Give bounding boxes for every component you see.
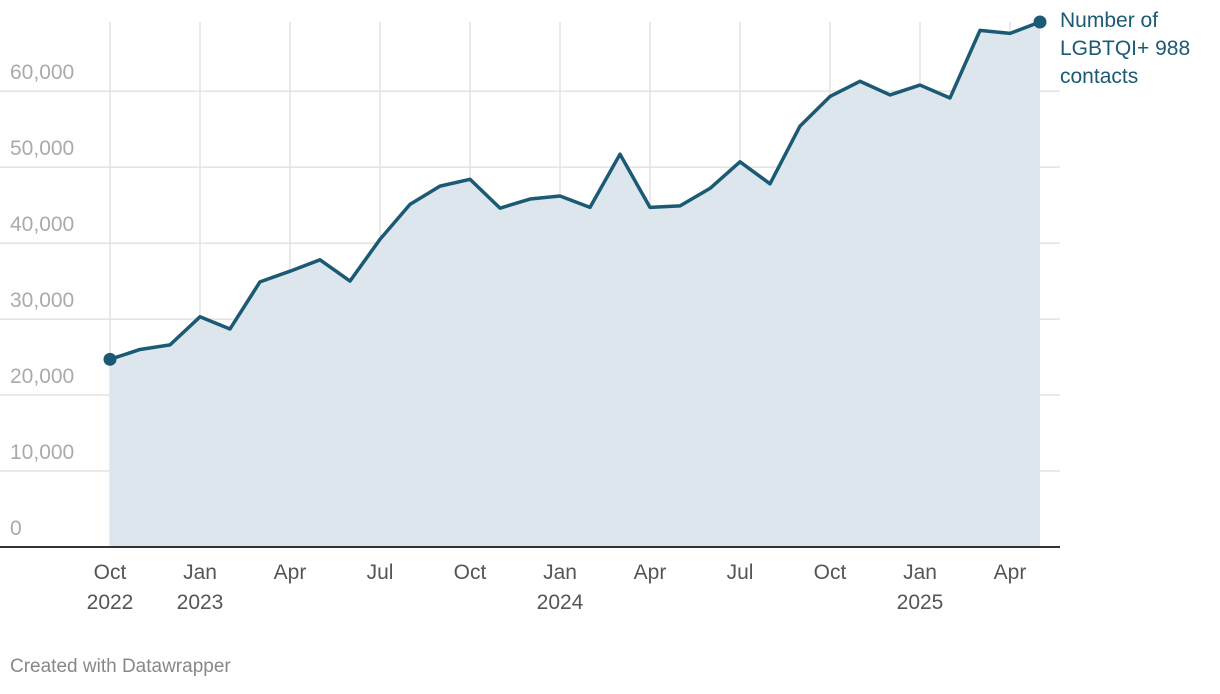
x-tick-label: Jan 2023 xyxy=(176,561,224,614)
x-tick-label: Apr xyxy=(273,561,307,584)
x-tick-label: Apr xyxy=(633,561,667,584)
y-tick-label: 40,000 xyxy=(10,213,75,237)
area xyxy=(110,22,1040,547)
end-point xyxy=(103,352,117,366)
y-tick-label: 50,000 xyxy=(10,137,75,161)
x-tick-label: Jul xyxy=(726,561,754,584)
series-label: Number of LGBTQI+ 988 contacts xyxy=(1060,9,1191,88)
x-tick-label: Jul xyxy=(366,561,394,584)
end-point xyxy=(1033,15,1047,29)
x-tick-label: Jan 2025 xyxy=(896,561,944,614)
x-tick-label: Apr xyxy=(993,561,1027,584)
x-tick-label: Jan 2024 xyxy=(536,561,584,614)
x-tick-label: Oct xyxy=(453,561,487,584)
x-tick-label: Oct xyxy=(813,561,847,584)
y-tick-label: 60,000 xyxy=(10,61,75,85)
y-tick-label: 0 xyxy=(10,517,22,540)
y-tick-label: 30,000 xyxy=(10,289,75,313)
line xyxy=(109,20,1041,361)
y-tick-label: 10,000 xyxy=(10,441,75,465)
x-tick-label: Oct 2022 xyxy=(86,561,134,614)
footer: Created with Datawrapper xyxy=(10,656,231,677)
y-tick-label: 20,000 xyxy=(10,365,75,389)
